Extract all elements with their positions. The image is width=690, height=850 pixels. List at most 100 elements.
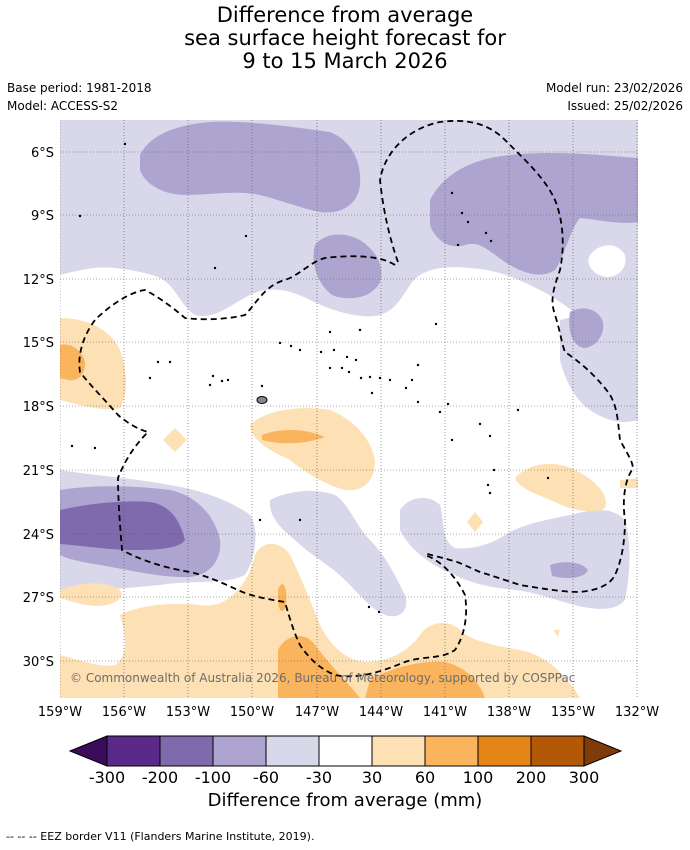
anomaly-region-mid-orange-southeast [365, 661, 485, 698]
colorbar-tick: -100 [195, 768, 231, 787]
anomaly-region-light-orange-southwest [60, 583, 122, 606]
lat-label: 6°S [31, 146, 54, 161]
island-marker [484, 231, 488, 235]
island-marker [370, 391, 374, 395]
title-line-3: 9 to 15 March 2026 [242, 49, 448, 73]
lon-label: 159°W [38, 705, 82, 720]
island-marker [516, 408, 520, 412]
island-marker [148, 376, 152, 380]
lon-label: 153°W [166, 705, 210, 720]
anomaly-region-mid-purple-southeast [550, 562, 588, 578]
island-marker [211, 374, 215, 378]
island-marker [226, 378, 230, 382]
island-marker [319, 350, 323, 354]
island-tahiti [256, 396, 268, 404]
island-marker [416, 363, 420, 367]
island-marker [278, 341, 282, 345]
colorbar-bin [212, 735, 267, 767]
island-marker [446, 402, 450, 406]
anomaly-region-light-orange-west-spot [163, 428, 187, 452]
lon-label: 156°W [102, 705, 146, 720]
island-marker [367, 605, 371, 609]
anomaly-region-mid-purple-north [140, 121, 361, 213]
base-period: Base period: 1981-2018 [7, 81, 152, 95]
anomaly-region-mid-purple-northeast [430, 153, 638, 275]
island-marker [332, 348, 336, 352]
eez-legend-note: -- -- -- EEZ border V11 (Flanders Marine… [6, 830, 315, 843]
anomaly-region-light-orange-east [515, 463, 606, 512]
anomaly-region-light-orange-central [250, 408, 375, 491]
colorbar-title: Difference from average (mm) [207, 790, 483, 811]
eez-border-west [78, 255, 468, 678]
anomaly-region-light-orange-mid-spot [467, 512, 483, 532]
grid-lines [60, 120, 638, 698]
island-marker [460, 211, 464, 215]
island-marker [298, 348, 302, 352]
island-marker [410, 378, 414, 382]
island-marker [478, 422, 482, 426]
lon-label: 138°W [487, 705, 531, 720]
colorbar-bin [265, 735, 320, 767]
model-run: Model run: 23/02/2026 [545, 81, 683, 95]
island-marker [438, 410, 442, 414]
colorbar-tick: -30 [306, 768, 332, 787]
colorbar-tick: -200 [142, 768, 178, 787]
colorbar-bin [477, 735, 532, 767]
lon-label: 150°W [230, 705, 274, 720]
island-marker [546, 476, 550, 480]
island-marker [456, 243, 460, 247]
island-marker [492, 468, 496, 472]
island-marker [404, 386, 408, 390]
anomaly-region-light-orange-southeast-spot [553, 630, 560, 637]
island-marker [208, 383, 212, 387]
island-marker [258, 518, 262, 522]
copyright-notice: © Commonwealth of Australia 2026, Bureau… [70, 671, 575, 685]
anomaly-region-mid-purple-east [569, 308, 604, 348]
island-marker [93, 446, 97, 450]
island-marker [488, 491, 492, 495]
island-marker [340, 366, 344, 370]
island-marker [368, 375, 372, 379]
island-marker [377, 610, 381, 614]
island-marker [416, 400, 420, 404]
anomaly-region-mid-orange-south-a [278, 584, 287, 612]
meta-right: Model run: 23/02/2026 Issued: 25/02/2026 [546, 79, 683, 115]
anomaly-region-dark-purple-southwest [60, 501, 185, 550]
anomaly-region-mid-orange-west [60, 344, 86, 381]
lat-label: 9°S [31, 209, 54, 224]
title-line-1: Difference from average [216, 3, 474, 27]
island-marker [168, 360, 172, 364]
colorbar-bin [318, 735, 373, 767]
island-marker [70, 444, 74, 448]
latitude-labels: 6°S 9°S 12°S 15°S 18°S 21°S 24°S 27°S 30… [23, 146, 54, 670]
issued-date: Issued: 25/02/2026 [567, 99, 683, 113]
island-marker [489, 239, 493, 243]
colorbar-arrow-right [583, 735, 623, 767]
lat-label: 21°S [23, 464, 54, 479]
lat-label: 24°S [23, 528, 54, 543]
island-marker [220, 379, 224, 383]
colorbar-tick: 60 [415, 768, 435, 787]
lon-label: 132°W [615, 705, 659, 720]
island-marker [488, 434, 492, 438]
island-marker [358, 328, 362, 332]
island-marker [388, 378, 392, 382]
island-marker [434, 322, 438, 326]
island-marker [345, 355, 349, 359]
colorbar-tick: 30 [362, 768, 382, 787]
anomaly-region-light-orange-east-spot [620, 478, 638, 488]
title-line-2: sea surface height forecast for [184, 26, 506, 50]
contour-fields: © Commonwealth of Australia 2026, Bureau… [60, 120, 638, 698]
eez-border-east [379, 120, 634, 593]
island-marker [450, 191, 454, 195]
lat-label: 18°S [23, 400, 54, 415]
anomaly-region-light-orange-south [60, 543, 580, 698]
island-marker [486, 483, 490, 487]
island-marker [450, 438, 454, 442]
anomaly-region-neutral-east [588, 245, 626, 278]
island-marker [359, 376, 363, 380]
colorbar-tick: 300 [569, 768, 600, 787]
lat-label: 15°S [23, 336, 54, 351]
island-marker [378, 376, 382, 380]
